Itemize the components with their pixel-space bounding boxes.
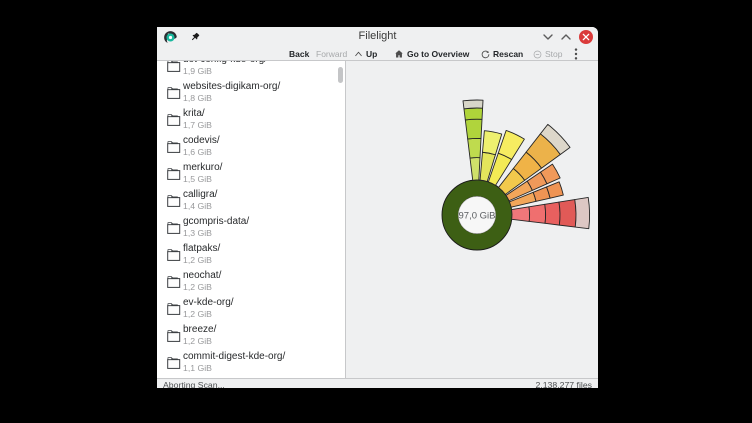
svg-text:97,0 GiB: 97,0 GiB	[459, 211, 496, 222]
